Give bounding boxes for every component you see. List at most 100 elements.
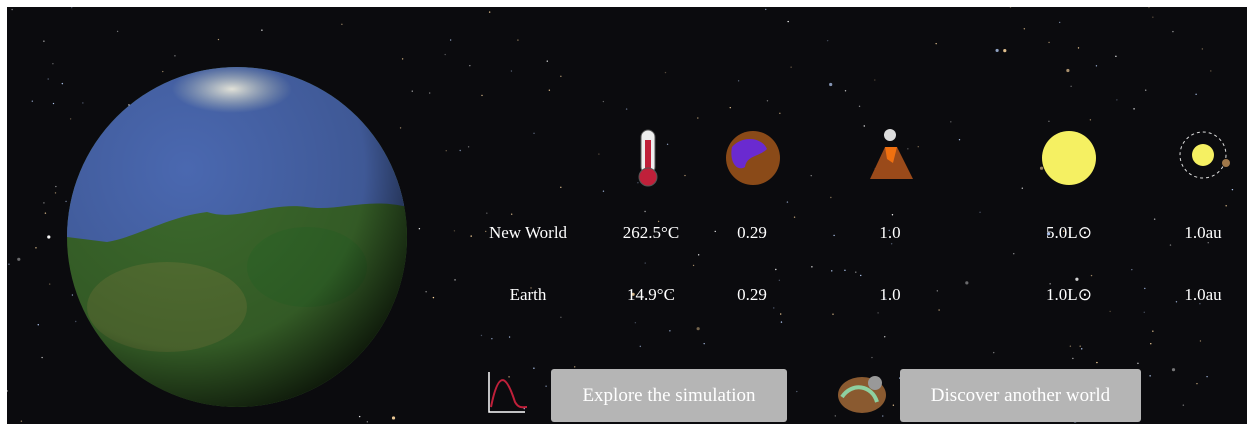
star (445, 150, 447, 152)
star (418, 228, 421, 230)
action-button[interactable]: Discover another world (900, 369, 1141, 422)
star (1072, 357, 1074, 360)
star (766, 100, 769, 102)
star (935, 42, 937, 45)
star (950, 121, 952, 123)
star (995, 48, 999, 53)
star (1172, 30, 1174, 33)
star (1131, 268, 1133, 271)
star (830, 196, 832, 199)
star (831, 270, 833, 272)
star (625, 108, 628, 110)
star (778, 279, 781, 282)
star (1116, 99, 1118, 101)
star (602, 100, 605, 103)
star (1095, 65, 1098, 67)
star (1207, 242, 1209, 244)
star (1079, 345, 1081, 347)
star (884, 336, 886, 338)
star (829, 82, 833, 87)
star (793, 216, 796, 218)
star (55, 185, 57, 188)
star (888, 229, 890, 232)
star (470, 235, 472, 237)
star (1171, 368, 1176, 372)
space-background: New World 262.5°C 0.29 1.0 5.0L⊙ 1.0au Earth 14… (7, 7, 1247, 424)
star (765, 8, 767, 11)
star (860, 274, 862, 277)
table-value: 14.9°C (627, 285, 675, 304)
star (1075, 277, 1079, 281)
star (1058, 21, 1061, 24)
star (1152, 16, 1154, 18)
planet-name: New World (488, 223, 568, 242)
star (217, 38, 220, 41)
star (47, 78, 49, 80)
star (44, 212, 47, 214)
star (428, 92, 431, 94)
star (75, 320, 77, 323)
planet-name: Earth (509, 285, 547, 304)
star (598, 153, 600, 155)
star (936, 290, 939, 292)
star (1049, 283, 1051, 285)
star (1081, 348, 1083, 350)
star (71, 294, 74, 296)
star (454, 279, 456, 281)
star (1048, 120, 1050, 123)
star (1175, 301, 1178, 303)
star (787, 20, 789, 23)
star (993, 351, 995, 354)
star (657, 220, 660, 223)
star (790, 66, 792, 68)
table-value: 262.5°C (622, 223, 680, 242)
orbit-icon (1179, 131, 1230, 179)
star (714, 230, 716, 233)
star (508, 336, 511, 338)
star (486, 212, 488, 214)
star (775, 268, 777, 271)
star (773, 307, 775, 309)
star (1145, 89, 1147, 91)
star (65, 200, 67, 203)
star (1152, 330, 1154, 332)
star (1046, 232, 1051, 236)
table-value: 1.0 (879, 285, 901, 304)
star (37, 324, 39, 326)
star (863, 125, 865, 127)
star (510, 213, 513, 215)
star (533, 132, 535, 135)
star (1196, 382, 1198, 385)
star (669, 330, 671, 332)
star (696, 327, 700, 331)
star (488, 11, 491, 13)
thermometer-icon (638, 129, 658, 187)
star (69, 118, 72, 120)
star (703, 342, 705, 345)
star (697, 117, 699, 119)
star (1090, 274, 1093, 277)
star (411, 90, 413, 92)
star (548, 89, 551, 91)
star (917, 146, 919, 148)
star (1013, 252, 1015, 255)
star (1115, 55, 1117, 58)
star (17, 257, 21, 261)
star (491, 338, 493, 340)
star (844, 269, 846, 271)
star (796, 390, 798, 393)
star (891, 214, 894, 216)
star (644, 210, 646, 213)
star (1150, 342, 1152, 345)
graph-icon (488, 372, 528, 413)
star (882, 415, 884, 417)
star (644, 262, 646, 264)
star (877, 312, 879, 314)
star (358, 415, 361, 418)
star (729, 106, 731, 109)
star (780, 321, 783, 323)
star (1089, 119, 1092, 121)
star (481, 94, 483, 97)
action-button[interactable]: Explore the simulation (551, 369, 787, 422)
star (82, 102, 84, 104)
